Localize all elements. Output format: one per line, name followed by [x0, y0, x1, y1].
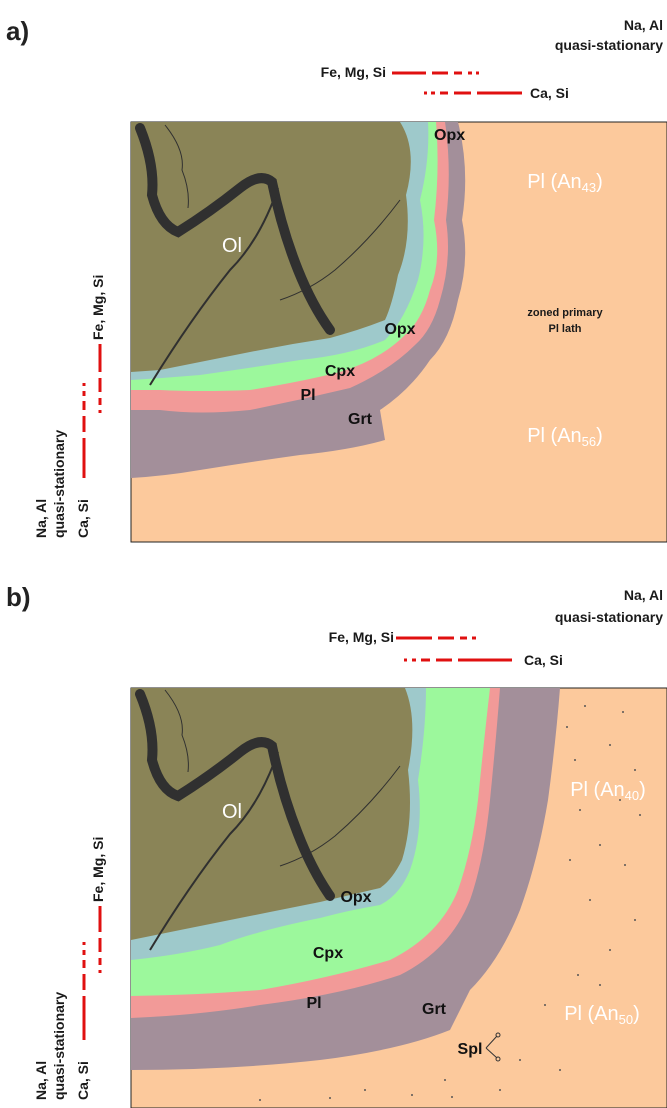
panel-b-side-na-line1: Na, Al	[33, 1061, 49, 1100]
panel-b-side-ca-label: Ca, Si	[75, 1061, 91, 1100]
panel-a-thin-crack-3	[279, 199, 401, 301]
panel-a-pl-an-upper: Pl (An43)	[527, 171, 603, 195]
panel-a-top-right-line2: quasi-stationary	[555, 37, 663, 53]
panel-a-thin-crack-1	[149, 187, 279, 386]
panel-a-pl-an-lower: Pl (An56)	[527, 425, 603, 449]
panel-b-thin-crack-3	[279, 765, 401, 867]
panel-a-top-right-line1: Na, Al	[624, 17, 663, 33]
panel-b-olivine	[131, 688, 413, 940]
panel-a-note-line2: Pl lath	[548, 323, 581, 335]
panel-b-thin-crack-1	[149, 751, 279, 951]
panel-b: b) Na, Al quasi-stationary Fe, Mg, Si Ca…	[6, 582, 667, 1108]
panel-b-pl-an-lower: Pl (An50)	[564, 1003, 640, 1027]
panel-a-grt-label: Grt	[348, 411, 373, 428]
panel-a-flux-fe-label: Fe, Mg, Si	[321, 64, 386, 80]
panel-a-thin-crack-2	[164, 124, 189, 209]
panel-b-flux-fe-label: Fe, Mg, Si	[329, 629, 394, 645]
panel-b-opx-label: Opx	[340, 889, 371, 906]
panel-b-top-right-line1: Na, Al	[624, 587, 663, 603]
panel-a-side-na-line1: Na, Al	[33, 499, 49, 538]
panel-b-cpx-label: Cpx	[313, 945, 343, 962]
panel-b-thin-crack-2	[164, 689, 189, 773]
panel-b-top-right-line2: quasi-stationary	[555, 609, 663, 625]
panel-a-opx-label: Opx	[384, 321, 415, 338]
panel-a-flux-ca-label: Ca, Si	[530, 85, 569, 101]
panel-b-speckles	[259, 705, 641, 1101]
panel-b-side-fe-label: Fe, Mg, Si	[90, 837, 106, 902]
panel-a-note-line1: zoned primary	[527, 307, 603, 319]
panel-b-flux-ca-label: Ca, Si	[524, 652, 563, 668]
panel-b-label: b)	[6, 582, 31, 612]
panel-b-pl-an-lower-sub: 50	[619, 1012, 633, 1027]
panel-b-spl-label: Spl	[458, 1041, 483, 1058]
panel-b-ol-label: Ol	[222, 801, 242, 823]
panel-b-pl-an-upper: Pl (An40)	[570, 779, 646, 803]
panel-b-pl-label: Pl	[306, 995, 321, 1012]
panel-a-ol-label: Ol	[222, 235, 242, 257]
panel-b-side-na-line2: quasi-stationary	[51, 992, 67, 1100]
panel-a-label: a)	[6, 16, 29, 46]
panel-b-spl-dot-2	[495, 1056, 501, 1062]
panel-b-spl-grain	[485, 1035, 498, 1059]
panel-a-side-ca-label: Ca, Si	[75, 499, 91, 538]
panel-a-side-fe-label: Fe, Mg, Si	[90, 275, 106, 340]
panel-a-opx-top-label: Opx	[434, 127, 465, 144]
panel-a-pl-label: Pl	[300, 387, 315, 404]
panel-a-side-na-line2: quasi-stationary	[51, 430, 67, 538]
panel-a-pl-an-upper-sub: 43	[582, 180, 596, 195]
panel-a: a) Na, Al quasi-stationary Fe, Mg, Si Ca…	[6, 16, 667, 543]
panel-b-pl-an-upper-sub: 40	[625, 788, 639, 803]
panel-b-thick-crack	[135, 689, 335, 901]
panel-a-cpx-label: Cpx	[325, 363, 355, 380]
panel-a-thick-crack	[135, 123, 335, 335]
panel-a-pl-an-lower-sub: 56	[582, 434, 596, 449]
panel-b-spl-dot-1	[495, 1032, 501, 1038]
panel-b-grt-label: Grt	[422, 1001, 447, 1018]
